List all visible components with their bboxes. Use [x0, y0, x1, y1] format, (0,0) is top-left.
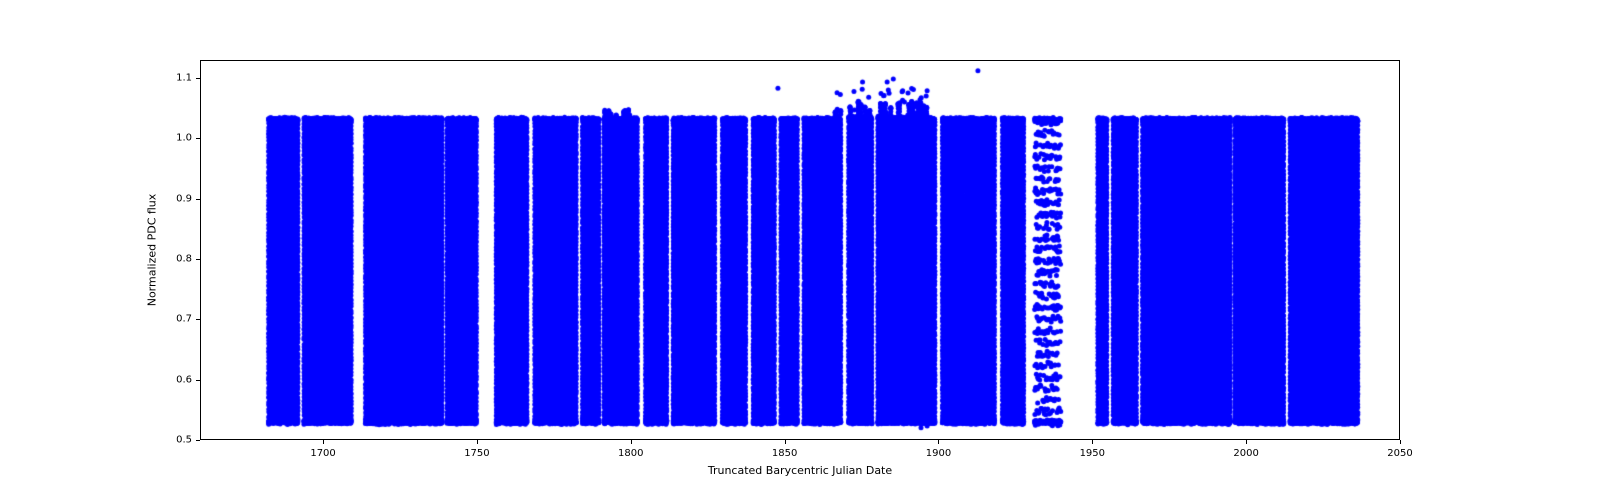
ytick-mark: [196, 440, 200, 441]
xtick-mark: [631, 440, 632, 444]
ytick-mark: [196, 380, 200, 381]
xtick-label: 1850: [772, 448, 797, 459]
ytick-mark: [196, 78, 200, 79]
ytick-label: 1.0: [176, 133, 192, 144]
figure: Truncated Barycentric Julian Date Normal…: [0, 0, 1600, 500]
xtick-label: 1950: [1080, 448, 1105, 459]
xtick-label: 1750: [464, 448, 489, 459]
ytick-label: 0.7: [176, 314, 192, 325]
xtick-mark: [938, 440, 939, 444]
xtick-label: 1900: [926, 448, 951, 459]
xtick-mark: [1092, 440, 1093, 444]
xtick-mark: [1400, 440, 1401, 444]
y-axis-label: Normalized PDC flux: [146, 194, 159, 307]
x-axis-label: Truncated Barycentric Julian Date: [708, 464, 892, 477]
ytick-mark: [196, 259, 200, 260]
xtick-mark: [785, 440, 786, 444]
ytick-mark: [196, 138, 200, 139]
xtick-mark: [477, 440, 478, 444]
ytick-mark: [196, 319, 200, 320]
xtick-mark: [323, 440, 324, 444]
ytick-label: 0.5: [176, 435, 192, 446]
ytick-mark: [196, 199, 200, 200]
xtick-mark: [1246, 440, 1247, 444]
xtick-label: 1800: [618, 448, 643, 459]
ytick-label: 0.9: [176, 193, 192, 204]
scatter-canvas: [201, 61, 1401, 441]
xtick-label: 2050: [1387, 448, 1412, 459]
ytick-label: 1.1: [176, 73, 192, 84]
ytick-label: 0.6: [176, 374, 192, 385]
xtick-label: 2000: [1233, 448, 1258, 459]
xtick-label: 1700: [310, 448, 335, 459]
plot-axes: [200, 60, 1400, 440]
ytick-label: 0.8: [176, 254, 192, 265]
